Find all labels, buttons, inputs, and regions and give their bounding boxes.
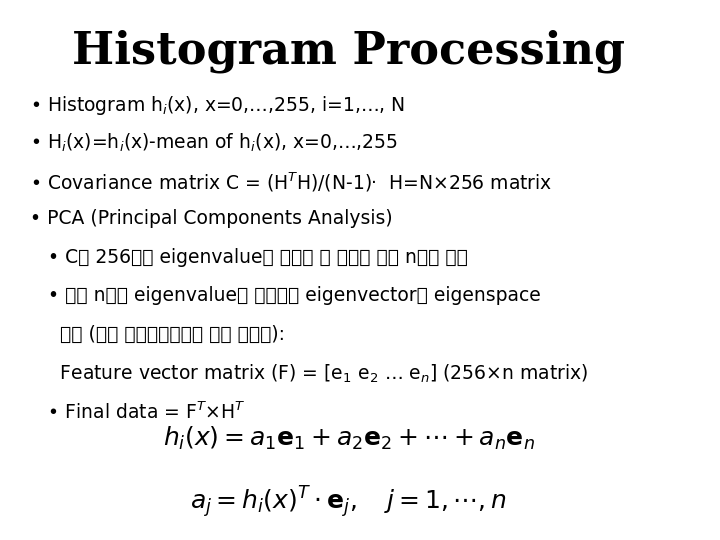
- Text: • 상위 n개의 eigenvalue에 대응되는 eigenvector로 eigenspace: • 상위 n개의 eigenvalue에 대응되는 eigenvector로 e…: [30, 286, 541, 305]
- Text: • H$_i$(x)=h$_i$(x)-mean of h$_i$(x), x=0,…,255: • H$_i$(x)=h$_i$(x)-mean of h$_i$(x), x=…: [30, 132, 398, 154]
- Text: • Final data = F$^T$×H$^T$: • Final data = F$^T$×H$^T$: [30, 401, 246, 423]
- Text: Histogram Processing: Histogram Processing: [72, 30, 625, 73]
- Text: $h_i(x) = a_1\mathbf{e}_1 + a_2\mathbf{e}_2 + \cdots + a_n\mathbf{e}_n$: $h_i(x) = a_1\mathbf{e}_1 + a_2\mathbf{e…: [163, 425, 535, 452]
- Text: Feature vector matrix (F) = [e$_1$ e$_2$ … e$_n$] (256×n matrix): Feature vector matrix (F) = [e$_1$ e$_2$…: [30, 363, 588, 386]
- Text: • Histogram h$_i$(x), x=0,…,255, i=1,…, N: • Histogram h$_i$(x), x=0,…,255, i=1,…, …: [30, 93, 405, 117]
- Text: $a_j = h_i(x)^T \cdot \mathbf{e}_j, \quad j = 1, \cdots ,n$: $a_j = h_i(x)^T \cdot \mathbf{e}_j, \qua…: [190, 484, 507, 519]
- Text: • Covariance matrix C = (H$^T$H)/(N-1)·  H=N×256 matrix: • Covariance matrix C = (H$^T$H)/(N-1)· …: [30, 171, 553, 194]
- Text: 구축 (모든 아이겐벡터들은 서로 직교함):: 구축 (모든 아이겐벡터들은 서로 직교함):: [30, 325, 285, 343]
- Text: • C의 256개의 eigenvalue를 구하고 이 가운데 상위 n개를 선정: • C의 256개의 eigenvalue를 구하고 이 가운데 상위 n개를 …: [30, 247, 468, 267]
- Text: • PCA (Principal Components Analysis): • PCA (Principal Components Analysis): [30, 209, 393, 228]
